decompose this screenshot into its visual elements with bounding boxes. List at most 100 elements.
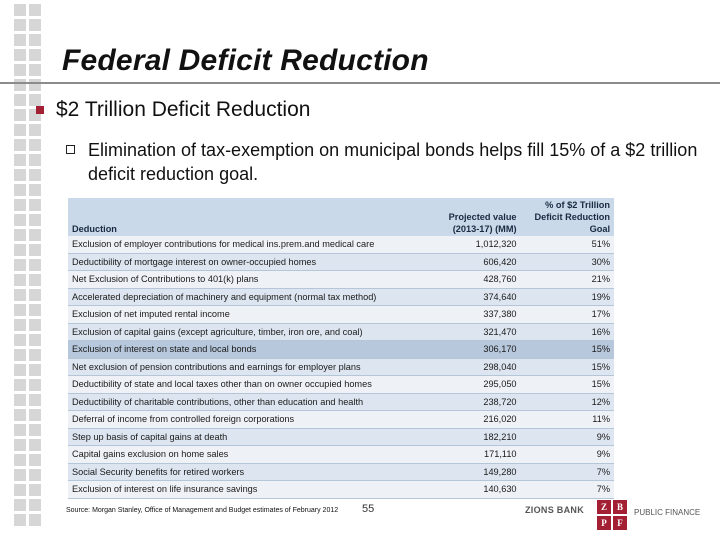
cell-deduction: Deferral of income from controlled forei… (68, 410, 439, 429)
table-row: Net Exclusion of Contributions to 401(k)… (68, 270, 614, 289)
grid-square (14, 64, 26, 76)
grid-square (29, 424, 41, 436)
grid-square (14, 424, 26, 436)
cell-deduction: Net Exclusion of Contributions to 401(k)… (68, 270, 439, 289)
grid-square (14, 229, 26, 241)
cell-percent-goal: 11% (520, 410, 614, 429)
grid-square (29, 184, 41, 196)
table-row: Capital gains exclusion on home sales 171… (68, 445, 614, 464)
grid-square (29, 94, 41, 106)
grid-square (14, 379, 26, 391)
grid-square (14, 124, 26, 136)
cell-deduction: Social Security benefits for retired wor… (68, 463, 439, 481)
grid-square (14, 334, 26, 346)
table-row: Deductibility of state and local taxes o… (68, 375, 614, 394)
column-header-percent-goal: % of $2 Trillion Deficit Reduction Goal (520, 198, 614, 236)
grid-square (14, 34, 26, 46)
cell-deduction: Exclusion of interest on life insurance … (68, 480, 439, 499)
grid-square (29, 379, 41, 391)
cell-deduction: Exclusion of net imputed rental income (68, 305, 439, 324)
cell-projected-value: 606,420 (438, 253, 521, 271)
grid-square (29, 259, 41, 271)
grid-square (14, 169, 26, 181)
square-bullet-icon (36, 106, 44, 114)
grid-square (14, 349, 26, 361)
column-header-projected-value: Projected value (2013-17) (MM) (438, 198, 521, 236)
grid-square (29, 4, 41, 16)
cell-percent-goal: 17% (520, 305, 614, 324)
cell-percent-goal: 7% (520, 463, 614, 481)
table-row: Exclusion of interest on life insurance … (68, 480, 614, 499)
grid-square (29, 349, 41, 361)
grid-square (14, 499, 26, 511)
cell-projected-value: 1,012,320 (438, 236, 521, 254)
grid-square (29, 229, 41, 241)
cell-projected-value: 298,040 (438, 358, 521, 376)
table-row: Exclusion of capital gains (except agric… (68, 323, 614, 341)
grid-square (29, 394, 41, 406)
cell-deduction: Accelerated depreciation of machinery an… (68, 288, 439, 306)
table-row: Accelerated depreciation of machinery an… (68, 288, 614, 306)
grid-square (14, 184, 26, 196)
cell-projected-value: 149,280 (438, 463, 521, 481)
cell-projected-value: 171,110 (438, 445, 521, 464)
grid-square (29, 49, 41, 61)
grid-square (29, 274, 41, 286)
deduction-table-container: Deduction Projected value (2013-17) (MM)… (68, 198, 614, 499)
grid-square (29, 409, 41, 421)
table-row: Exclusion of interest on state and local… (68, 340, 614, 359)
cell-deduction: Step up basis of capital gains at death (68, 428, 439, 446)
grid-square (14, 154, 26, 166)
cell-deduction: Deductibility of state and local taxes o… (68, 375, 439, 394)
cell-deduction: Deductibility of mortgage interest on ow… (68, 253, 439, 271)
body-text: Elimination of tax-exemption on municipa… (88, 140, 698, 184)
logo-letter: Z (597, 500, 611, 514)
cell-deduction: Net exclusion of pension contributions a… (68, 358, 439, 376)
cell-projected-value: 428,760 (438, 270, 521, 289)
grid-square (14, 244, 26, 256)
grid-square (29, 304, 41, 316)
grid-square (14, 304, 26, 316)
cell-deduction: Exclusion of interest on state and local… (68, 340, 439, 359)
grid-square (29, 199, 41, 211)
cell-projected-value: 321,470 (438, 323, 521, 341)
table-row: Exclusion of employer contributions for … (68, 236, 614, 254)
table-row: Net exclusion of pension contributions a… (68, 358, 614, 376)
cell-projected-value: 216,020 (438, 410, 521, 429)
grid-square (14, 94, 26, 106)
title-divider (0, 82, 720, 84)
grid-square (29, 34, 41, 46)
cell-deduction: Capital gains exclusion on home sales (68, 445, 439, 464)
cell-deduction: Exclusion of capital gains (except agric… (68, 323, 439, 341)
zions-logo-icon: Z B P F (597, 500, 629, 532)
cell-percent-goal: 16% (520, 323, 614, 341)
grid-square (14, 439, 26, 451)
decorative-grid (14, 0, 42, 540)
grid-square (29, 319, 41, 331)
grid-square (14, 289, 26, 301)
cell-percent-goal: 15% (520, 358, 614, 376)
table-row: Deferral of income from controlled forei… (68, 410, 614, 429)
grid-square (29, 439, 41, 451)
cell-percent-goal: 7% (520, 480, 614, 499)
grid-square (14, 139, 26, 151)
grid-square (29, 79, 41, 91)
grid-square (14, 19, 26, 31)
grid-square (14, 79, 26, 91)
brand-name: ZIONS BANK (525, 505, 584, 515)
source-note: Source: Morgan Stanley, Office of Manage… (66, 507, 339, 514)
grid-square (29, 334, 41, 346)
grid-square (14, 49, 26, 61)
table-row: Deductibility of charitable contribution… (68, 393, 614, 411)
grid-square (29, 514, 41, 526)
grid-square (14, 109, 26, 121)
cell-percent-goal: 21% (520, 270, 614, 289)
cell-percent-goal: 30% (520, 253, 614, 271)
cell-percent-goal: 19% (520, 288, 614, 306)
grid-square (29, 169, 41, 181)
cell-deduction: Exclusion of employer contributions for … (68, 236, 439, 254)
logo-letter: B (613, 500, 627, 514)
grid-square (14, 364, 26, 376)
table-header-row: Deduction Projected value (2013-17) (MM)… (68, 198, 614, 236)
division-name: PUBLIC FINANCE (634, 508, 701, 517)
